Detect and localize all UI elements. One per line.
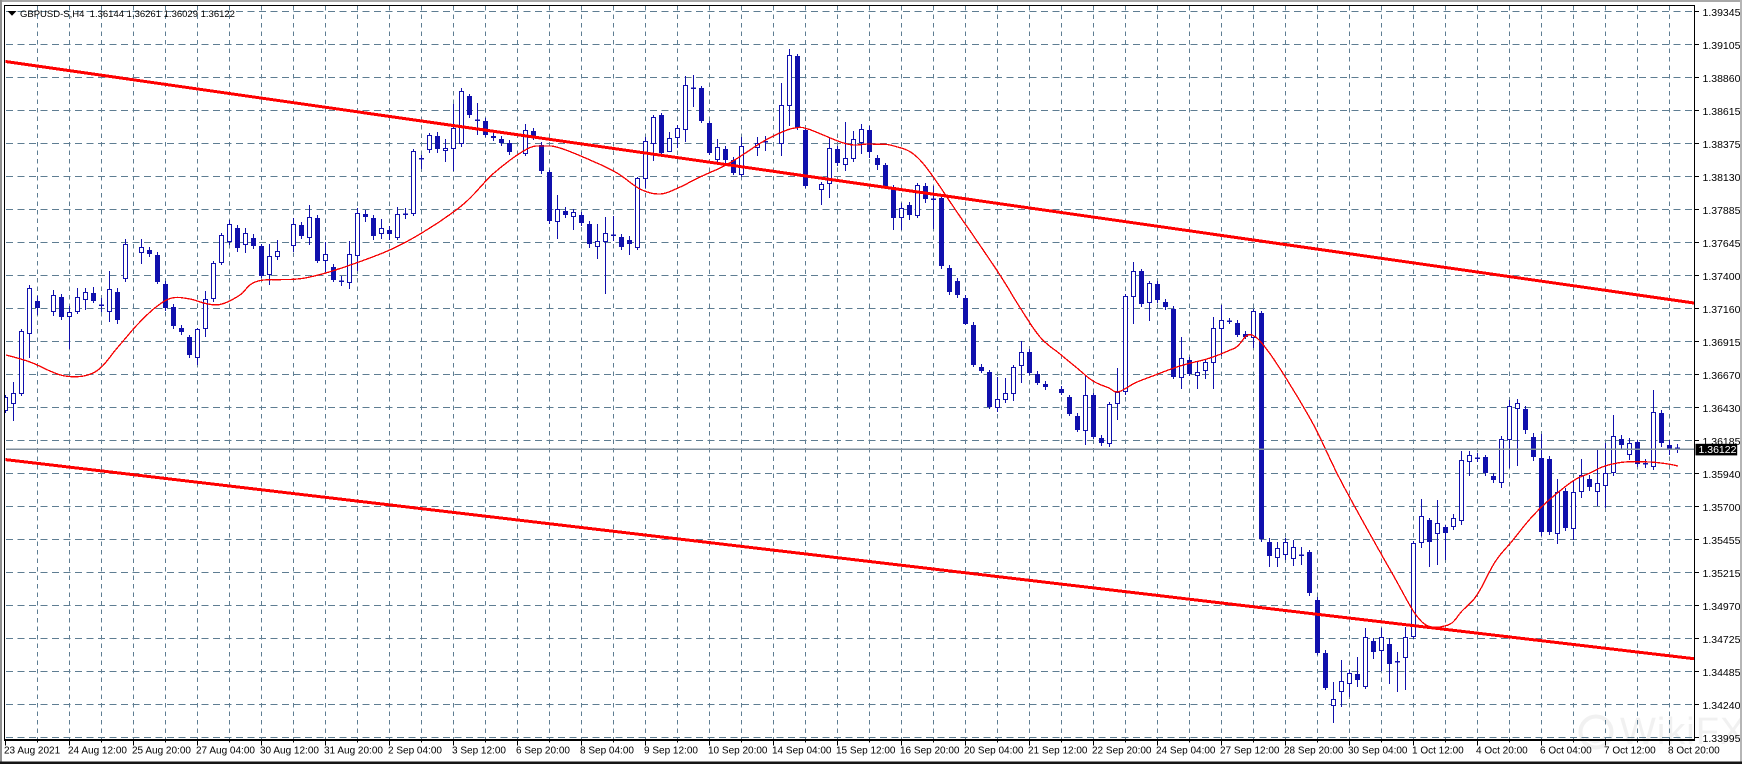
svg-text:1.35215: 1.35215 <box>1703 568 1741 580</box>
svg-text:30 Aug 12:00: 30 Aug 12:00 <box>260 746 319 757</box>
svg-text:GBPUSD-S,H4 1.36144 1.36261 1: GBPUSD-S,H4 1.36144 1.36261 1.36029 1.36… <box>20 9 235 20</box>
svg-text:14 Sep 04:00: 14 Sep 04:00 <box>772 746 832 757</box>
svg-text:9 Sep 12:00: 9 Sep 12:00 <box>644 746 698 757</box>
svg-text:24 Sep 04:00: 24 Sep 04:00 <box>1156 746 1216 757</box>
svg-text:WikiFX: WikiFX <box>1620 711 1742 753</box>
svg-text:4 Oct 20:00: 4 Oct 20:00 <box>1476 746 1528 757</box>
svg-text:8 Oct 20:00: 8 Oct 20:00 <box>1668 746 1720 757</box>
svg-text:28 Sep 20:00: 28 Sep 20:00 <box>1284 746 1344 757</box>
svg-text:27 Sep 12:00: 27 Sep 12:00 <box>1220 746 1280 757</box>
svg-text:1.38615: 1.38615 <box>1703 106 1741 118</box>
svg-text:6 Sep 20:00: 6 Sep 20:00 <box>516 746 570 757</box>
svg-text:1 Oct 12:00: 1 Oct 12:00 <box>1412 746 1464 757</box>
svg-text:1.34970: 1.34970 <box>1703 601 1741 613</box>
svg-text:22 Sep 20:00: 22 Sep 20:00 <box>1092 746 1152 757</box>
svg-text:3 Sep 12:00: 3 Sep 12:00 <box>452 746 506 757</box>
svg-text:10 Sep 20:00: 10 Sep 20:00 <box>708 746 768 757</box>
svg-text:27 Aug 04:00: 27 Aug 04:00 <box>196 746 255 757</box>
svg-text:21 Sep 12:00: 21 Sep 12:00 <box>1028 746 1088 757</box>
svg-text:16 Sep 20:00: 16 Sep 20:00 <box>900 746 960 757</box>
svg-text:1.38860: 1.38860 <box>1703 73 1741 85</box>
svg-text:24 Aug 12:00: 24 Aug 12:00 <box>68 746 127 757</box>
svg-text:2 Sep 04:00: 2 Sep 04:00 <box>388 746 442 757</box>
svg-text:1.34240: 1.34240 <box>1703 700 1741 712</box>
svg-text:1.36915: 1.36915 <box>1703 337 1741 349</box>
svg-text:1.36430: 1.36430 <box>1703 403 1741 415</box>
svg-text:31 Aug 20:00: 31 Aug 20:00 <box>324 746 383 757</box>
svg-text:25 Aug 20:00: 25 Aug 20:00 <box>132 746 191 757</box>
svg-text:1.36122: 1.36122 <box>1699 444 1737 456</box>
svg-text:1.34725: 1.34725 <box>1703 634 1741 646</box>
svg-text:20 Sep 04:00: 20 Sep 04:00 <box>964 746 1024 757</box>
svg-text:1.38130: 1.38130 <box>1703 172 1741 184</box>
svg-text:23 Aug 2021: 23 Aug 2021 <box>4 746 61 757</box>
svg-text:1.39105: 1.39105 <box>1703 40 1741 52</box>
svg-text:1.37400: 1.37400 <box>1703 271 1741 283</box>
svg-text:1.37160: 1.37160 <box>1703 304 1741 316</box>
svg-text:1.36670: 1.36670 <box>1703 370 1741 382</box>
svg-text:1.39345: 1.39345 <box>1703 7 1741 19</box>
svg-text:1.37885: 1.37885 <box>1703 205 1741 217</box>
svg-text:7 Oct 12:00: 7 Oct 12:00 <box>1604 746 1656 757</box>
svg-text:1.35455: 1.35455 <box>1703 535 1741 547</box>
svg-text:8 Sep 04:00: 8 Sep 04:00 <box>580 746 634 757</box>
svg-text:1.37645: 1.37645 <box>1703 238 1741 250</box>
svg-text:1.38375: 1.38375 <box>1703 139 1741 151</box>
svg-text:6 Oct 04:00: 6 Oct 04:00 <box>1540 746 1592 757</box>
svg-text:1.33995: 1.33995 <box>1703 733 1741 745</box>
svg-text:30 Sep 04:00: 30 Sep 04:00 <box>1348 746 1408 757</box>
svg-text:15 Sep 12:00: 15 Sep 12:00 <box>836 746 896 757</box>
svg-text:1.35700: 1.35700 <box>1703 502 1741 514</box>
svg-text:1.35940: 1.35940 <box>1703 469 1741 481</box>
svg-text:1.34485: 1.34485 <box>1703 667 1741 679</box>
